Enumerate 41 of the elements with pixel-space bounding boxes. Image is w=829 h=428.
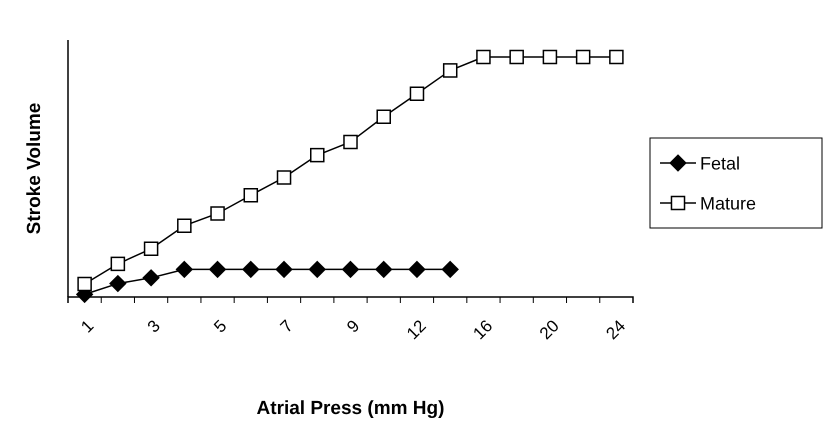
point	[343, 134, 358, 150]
point	[244, 188, 258, 203]
legend-label: Fetal	[700, 153, 740, 174]
point	[408, 260, 426, 278]
point	[609, 50, 624, 64]
point	[276, 260, 292, 278]
x-tick-label: 9	[343, 316, 364, 336]
point	[110, 256, 126, 272]
point	[209, 260, 226, 278]
x-tick-label: 3	[144, 316, 164, 336]
point	[442, 260, 459, 278]
point	[376, 109, 392, 124]
y-axis-title: Stroke Volume	[24, 102, 45, 234]
x-tick-label: 12	[402, 316, 430, 344]
point	[77, 276, 92, 292]
point	[242, 260, 260, 278]
point	[509, 50, 524, 64]
point	[542, 50, 558, 64]
x-tick-label: 7	[276, 316, 297, 336]
x-tick-label: 24	[602, 316, 630, 344]
x-axis-title: Atrial Press (mm Hg)	[256, 398, 444, 419]
point	[442, 63, 458, 78]
point	[109, 275, 126, 292]
point	[410, 86, 424, 101]
point	[308, 260, 326, 278]
point	[476, 50, 491, 64]
legend-label: Mature	[700, 193, 756, 214]
point	[310, 148, 325, 162]
x-tick-label: 20	[536, 316, 563, 344]
point	[375, 260, 392, 278]
point	[210, 206, 225, 221]
point	[176, 260, 193, 278]
x-tick-label: 16	[469, 316, 496, 344]
x-tick-label: 5	[210, 316, 230, 336]
point	[144, 241, 158, 256]
point	[342, 260, 359, 278]
x-tick-label: 1	[77, 316, 98, 336]
point	[142, 269, 160, 286]
point	[276, 170, 292, 185]
point	[576, 50, 590, 64]
point	[177, 218, 192, 233]
